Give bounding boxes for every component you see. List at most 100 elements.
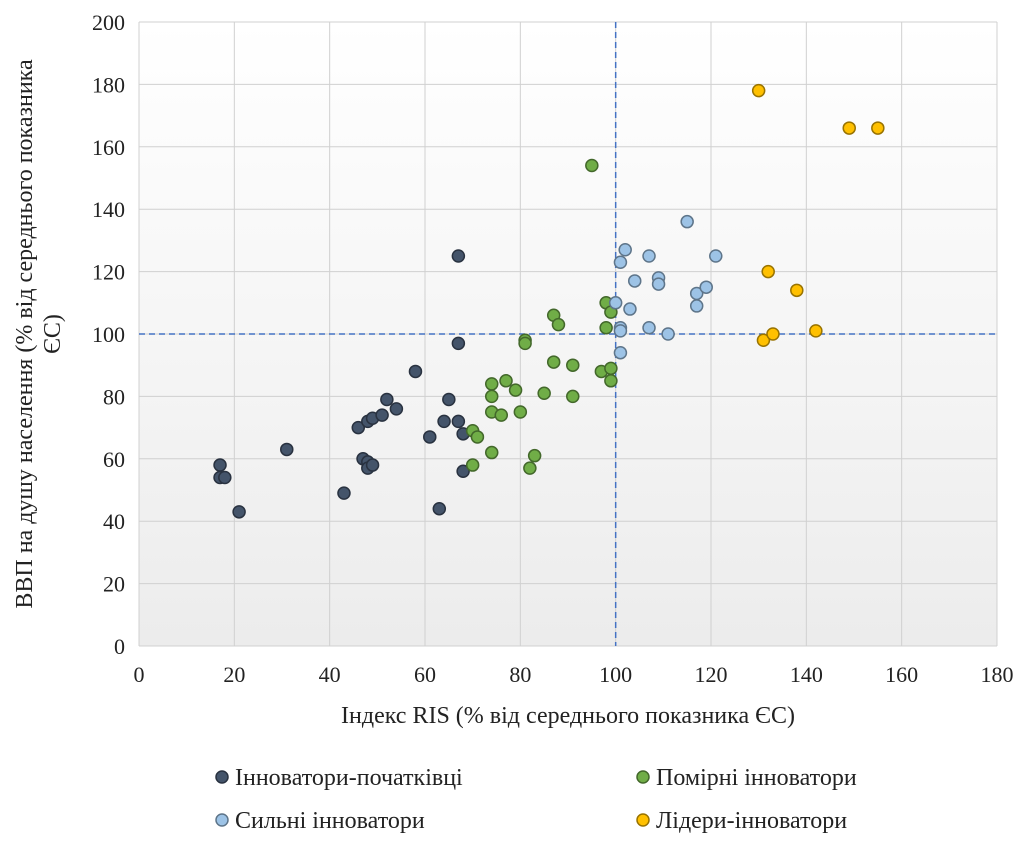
data-point	[871, 121, 885, 135]
data-point	[766, 327, 780, 341]
data-point	[484, 389, 499, 404]
x-tick-label: 100	[599, 662, 632, 687]
legend-marker	[215, 813, 229, 827]
legend-label: Інноватори-початківці	[235, 765, 463, 791]
legend-label: Сильні інноватори	[235, 808, 425, 834]
y-tick-label: 80	[103, 384, 125, 409]
data-point	[599, 321, 613, 335]
data-point	[642, 321, 656, 335]
data-point	[518, 336, 532, 351]
data-point	[566, 358, 580, 372]
data-point	[566, 389, 580, 404]
data-points	[213, 83, 885, 519]
x-tick-label: 0	[134, 662, 145, 687]
x-axis-title: Індекс RIS (% від середнього показника Є…	[341, 703, 795, 729]
data-point	[790, 283, 804, 298]
y-tick-label: 120	[92, 260, 125, 285]
data-point	[661, 327, 675, 341]
legend-item: Сильні інноватори	[215, 808, 425, 834]
legend-item: Помірні інноватори	[636, 765, 857, 791]
y-tick-label: 200	[92, 10, 125, 35]
data-point	[408, 364, 423, 379]
data-point	[546, 355, 561, 369]
data-point	[623, 302, 637, 316]
x-tick-label: 160	[885, 662, 918, 687]
data-point	[689, 299, 704, 313]
y-tick-labels: 0 20 40 60 80 100 120 140 160 180 200	[92, 10, 125, 659]
series-2	[608, 214, 723, 360]
legend: Інноватори-початківці Помірні інноватори С…	[215, 765, 857, 834]
data-point	[508, 383, 523, 397]
legend-item: Лідери-інноватори	[636, 808, 847, 834]
data-point	[513, 405, 528, 419]
data-point	[432, 501, 447, 516]
data-point	[709, 249, 723, 263]
data-point	[608, 296, 623, 310]
data-point	[456, 464, 470, 479]
legend-label: Лідери-інноватори	[656, 808, 847, 834]
data-point	[423, 430, 437, 444]
data-point	[484, 377, 499, 391]
legend-marker	[636, 770, 650, 784]
data-point	[375, 408, 389, 422]
x-tick-label: 60	[414, 662, 436, 687]
series-0	[213, 249, 470, 519]
data-point	[642, 249, 656, 263]
data-point	[604, 361, 618, 376]
data-point	[465, 458, 480, 472]
series-3	[751, 83, 885, 347]
legend-item: Інноватори-початківці	[215, 765, 463, 791]
data-point	[437, 414, 451, 429]
data-point	[699, 280, 713, 294]
series-1	[465, 158, 618, 475]
data-point	[365, 458, 380, 472]
data-point	[451, 336, 466, 351]
data-point	[451, 414, 466, 429]
y-tick-label: 160	[92, 135, 125, 160]
x-tick-label: 180	[981, 662, 1014, 687]
y-tick-label: 60	[103, 447, 125, 472]
data-point	[527, 448, 542, 463]
data-point	[756, 333, 771, 347]
x-tick-label: 140	[790, 662, 823, 687]
x-tick-label: 80	[509, 662, 531, 687]
y-tick-label: 40	[103, 509, 125, 534]
data-point	[380, 392, 394, 407]
data-point	[613, 255, 628, 269]
data-point	[494, 408, 509, 422]
y-tick-label: 0	[114, 634, 125, 659]
x-tick-label: 20	[223, 662, 245, 687]
data-point	[389, 402, 404, 416]
legend-marker	[636, 813, 650, 827]
x-tick-label: 120	[695, 662, 728, 687]
data-point	[537, 386, 551, 401]
data-point	[651, 277, 666, 291]
data-point	[613, 345, 628, 360]
data-point	[842, 121, 856, 135]
data-point	[680, 214, 694, 229]
x-tick-label: 40	[319, 662, 341, 687]
data-point	[351, 420, 366, 435]
data-point	[627, 274, 642, 288]
y-axis-title: ВВП на душу населення (% від середнього …	[12, 59, 66, 609]
data-point	[499, 374, 513, 388]
data-point	[523, 461, 537, 475]
data-point	[551, 317, 566, 332]
y-tick-label: 140	[92, 197, 125, 222]
data-point	[613, 324, 628, 338]
data-point	[218, 470, 232, 485]
data-point	[232, 505, 246, 519]
data-point	[470, 430, 485, 444]
data-point	[809, 324, 823, 338]
data-point	[618, 243, 632, 257]
legend-label: Помірні інноватори	[656, 765, 857, 791]
data-point	[761, 264, 775, 279]
data-point	[280, 442, 294, 457]
data-point	[442, 392, 456, 407]
legend-marker	[215, 770, 229, 784]
data-point	[484, 445, 499, 460]
data-point	[751, 83, 766, 98]
data-point	[604, 374, 618, 388]
